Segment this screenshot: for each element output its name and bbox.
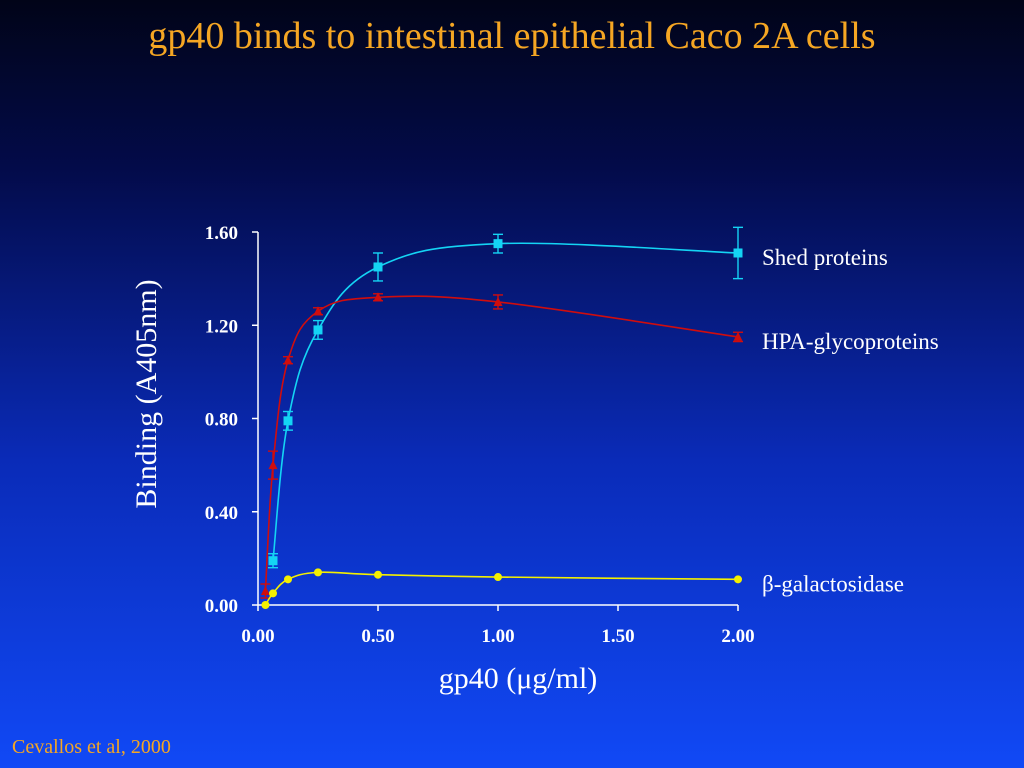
data-point (373, 262, 383, 272)
data-point (733, 248, 743, 258)
data-point (260, 586, 270, 596)
data-point (314, 568, 322, 577)
data-point (283, 416, 293, 426)
data-point (313, 325, 323, 335)
y-tick-label: 1.60 (205, 223, 238, 244)
data-point (261, 601, 270, 609)
series-line (272, 242, 739, 561)
series-0: Shed proteins (268, 226, 888, 569)
data-point (313, 306, 323, 316)
series-line (264, 295, 739, 592)
data-point (493, 239, 503, 249)
y-axis-title: Binding (A405nm) (130, 279, 163, 508)
series-2: β-galactosidase (261, 568, 904, 609)
x-tick-label: 2.00 (721, 626, 754, 647)
data-point (268, 460, 278, 470)
data-point (494, 573, 502, 582)
data-point (373, 292, 383, 302)
data-point (493, 296, 503, 306)
x-tick-label: 1.50 (601, 626, 634, 647)
x-tick-label: 0.00 (241, 626, 274, 647)
data-point (284, 575, 292, 584)
y-tick-label: 0.00 (205, 596, 238, 617)
data-point (269, 589, 277, 598)
x-tick-label: 1.00 (481, 626, 514, 647)
series-label: HPA-glycoproteins (762, 329, 939, 354)
x-tick-label: 0.50 (361, 626, 394, 647)
data-point (268, 556, 278, 566)
data-point (733, 331, 743, 341)
slide-title: gp40 binds to intestinal epithelial Caco… (148, 15, 876, 57)
citation: Cevallos et al, 2000 (12, 736, 171, 758)
chart-axes: 0.00 0.40 0.80 1.20 1.60 0.00 0.50 1.00 1.50 2.00 (205, 223, 755, 647)
data-point (734, 575, 742, 584)
y-tick-label: 0.80 (205, 410, 238, 431)
series-1: HPA-glycoproteins (260, 292, 939, 599)
y-tick-label: 0.40 (205, 503, 238, 524)
y-tick-label: 1.20 (205, 316, 238, 337)
data-point (374, 570, 382, 579)
series-label: Shed proteins (762, 245, 888, 270)
series-label: β-galactosidase (762, 571, 904, 596)
data-point (283, 355, 293, 365)
chart-series: Shed proteins HPA-glycoproteins β-galactos… (260, 226, 939, 609)
x-axis-title: gp40 (μg/ml) (439, 662, 598, 695)
